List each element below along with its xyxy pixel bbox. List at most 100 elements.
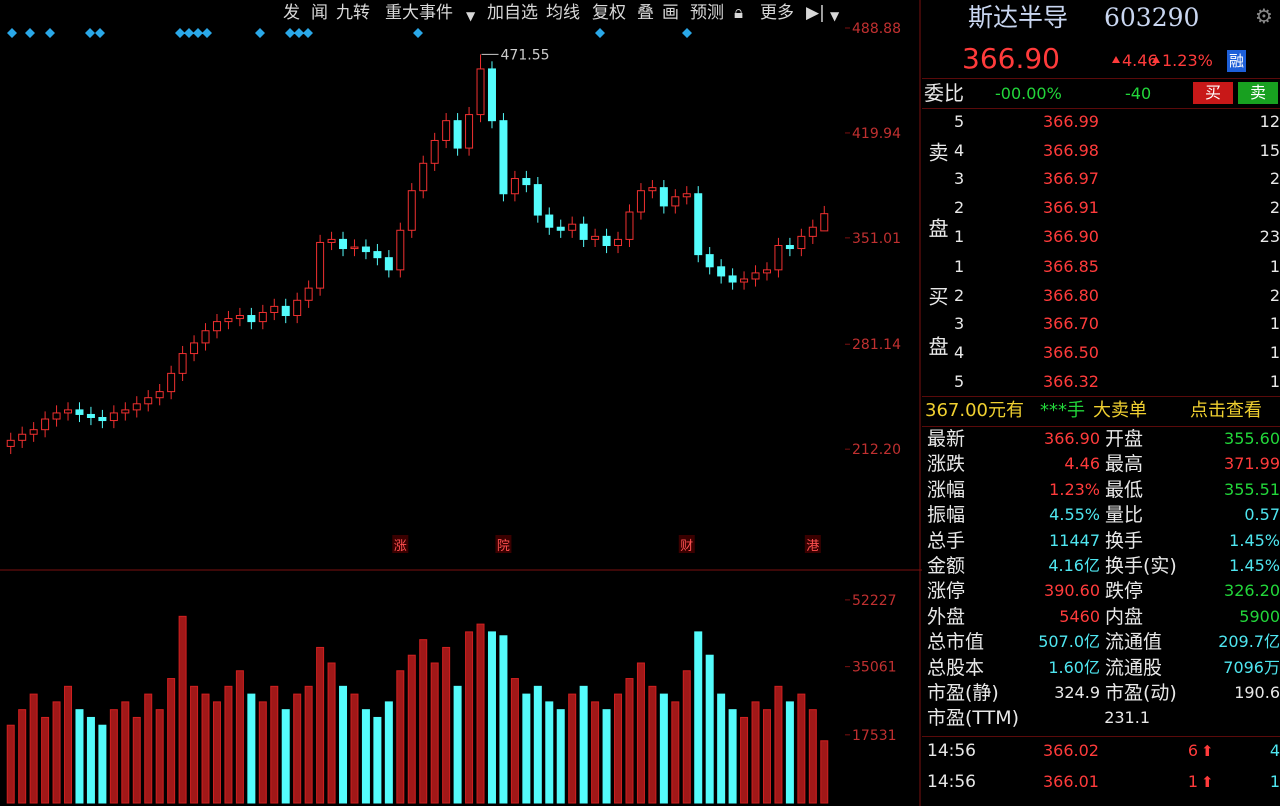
dropdown-arrow[interactable]: ▼ xyxy=(466,9,476,23)
event-label: 港 xyxy=(806,539,819,554)
book-qty: 2 xyxy=(1269,285,1280,305)
big-order-link[interactable]: 点击查看 xyxy=(1190,400,1262,421)
dropdown-arrow[interactable]: ▼ xyxy=(830,9,840,23)
book-price: 366.50 xyxy=(1043,343,1099,363)
stat-label: 最新 xyxy=(927,428,966,450)
big-order-type[interactable]: 大卖单 xyxy=(1093,400,1147,421)
book-qty: 1 xyxy=(1269,314,1280,334)
candle-body xyxy=(556,226,565,231)
book-level: 5 xyxy=(954,371,965,391)
candle-body xyxy=(178,353,187,374)
volume-bar xyxy=(717,693,726,804)
lock-icon[interactable]: 🔒︎ xyxy=(734,3,744,23)
candle-body xyxy=(682,193,691,198)
candle-body xyxy=(533,184,542,216)
book-qty: 1 xyxy=(1269,257,1280,276)
stat-label: 市盈(静) xyxy=(927,682,999,704)
volume-bar xyxy=(728,709,737,804)
order-ratio-pct: -00.00% xyxy=(995,84,1062,103)
volume-bar xyxy=(442,646,451,804)
divider xyxy=(922,736,1280,737)
candle-body xyxy=(579,223,588,240)
toolbar-button[interactable]: 叠 xyxy=(637,3,654,23)
volume-tick-label: 52227 xyxy=(852,593,897,609)
big-order-price[interactable]: 367.00元有 xyxy=(925,400,1024,421)
volume-bar xyxy=(762,709,771,804)
stat-value: 326.20 xyxy=(1224,581,1280,601)
toolbar-button[interactable]: 加自选 xyxy=(487,3,538,23)
candle-body xyxy=(568,223,577,231)
candle-body xyxy=(659,187,668,207)
margin-tag: 融 xyxy=(1227,50,1247,72)
candle-body xyxy=(625,211,634,240)
candle-body xyxy=(785,244,794,250)
book-price: 366.98 xyxy=(1043,140,1099,160)
volume-bar xyxy=(465,631,474,804)
book-level: 4 xyxy=(954,140,965,160)
book-level: 3 xyxy=(954,314,965,334)
buy-button[interactable]: 买 xyxy=(1193,82,1233,104)
candle-body xyxy=(740,278,749,283)
volume-bar xyxy=(602,709,611,804)
volume-bar xyxy=(86,716,95,804)
stat-value: 355.60 xyxy=(1224,429,1280,448)
stat-label: 总股本 xyxy=(927,656,985,679)
event-box xyxy=(392,535,409,553)
candle-body xyxy=(499,120,508,195)
toolbar-button[interactable]: 发 xyxy=(283,3,300,23)
toolbar-button[interactable]: 重大事件 xyxy=(385,3,453,23)
settings-icon[interactable]: ⚙ xyxy=(1255,4,1273,28)
stat-value: 1.23% xyxy=(1049,479,1100,499)
volume-bar xyxy=(224,685,233,804)
volume-bar xyxy=(820,740,829,804)
candle-body xyxy=(510,178,519,195)
toolbar-button[interactable]: 复权 xyxy=(592,3,626,23)
expand-button[interactable]: ▶| xyxy=(806,3,825,23)
trade-time: 14:56 xyxy=(927,772,976,792)
y-tick-label: 351.01 xyxy=(852,231,901,247)
book-price: 366.32 xyxy=(1043,371,1099,391)
volume-bar xyxy=(545,701,554,804)
book-level: 2 xyxy=(954,198,965,218)
volume-bar xyxy=(132,716,141,804)
candle-body xyxy=(41,418,50,431)
candle-body xyxy=(820,213,829,232)
big-order-qty[interactable]: ***手 xyxy=(1040,400,1085,421)
buy-title: 买盘 xyxy=(925,286,949,386)
stock-name: 斯达半导 xyxy=(968,3,1069,32)
stat-label: 市盈(动) xyxy=(1105,682,1177,704)
toolbar-button[interactable]: 闻 xyxy=(311,3,328,23)
candle-body xyxy=(797,235,806,250)
last-price: 366.90 xyxy=(962,42,1060,75)
candle-body xyxy=(18,433,27,441)
volume-bar xyxy=(41,716,50,804)
candle-body xyxy=(167,372,176,393)
stat-label: 开盘 xyxy=(1105,428,1144,450)
toolbar-button[interactable]: 更多 xyxy=(760,3,794,23)
toolbar-button[interactable]: 九转 xyxy=(336,3,370,23)
toolbar-button[interactable]: 均线 xyxy=(546,3,580,23)
candle-body xyxy=(614,238,623,246)
stat-value: 1.45% xyxy=(1229,556,1280,575)
event-box xyxy=(678,535,695,553)
volume-bar xyxy=(64,685,73,804)
book-level: 5 xyxy=(954,112,965,131)
chart: 212.20 281.14 351.01 419.94 488.88 17531 35061… xyxy=(0,0,922,806)
toolbar-button[interactable]: 预测 xyxy=(690,3,724,23)
toolbar-button[interactable]: 画 xyxy=(662,3,679,23)
stat-label: 总市值 xyxy=(927,631,985,654)
sell-button[interactable]: 卖 xyxy=(1238,82,1278,104)
stat-label: 内盘 xyxy=(1105,605,1144,628)
volume-bar xyxy=(694,631,703,804)
trade-count: 4 xyxy=(1269,741,1280,760)
candle-body xyxy=(293,299,302,317)
candle-body xyxy=(304,287,313,301)
candle-body xyxy=(224,318,233,323)
signal-markers xyxy=(7,28,692,38)
candle-body xyxy=(281,305,290,317)
peak-label: 471.55 xyxy=(501,47,550,63)
candle-body xyxy=(247,315,256,323)
price-change: 4.46 xyxy=(1112,50,1158,72)
stat-label: 总手 xyxy=(927,529,966,552)
